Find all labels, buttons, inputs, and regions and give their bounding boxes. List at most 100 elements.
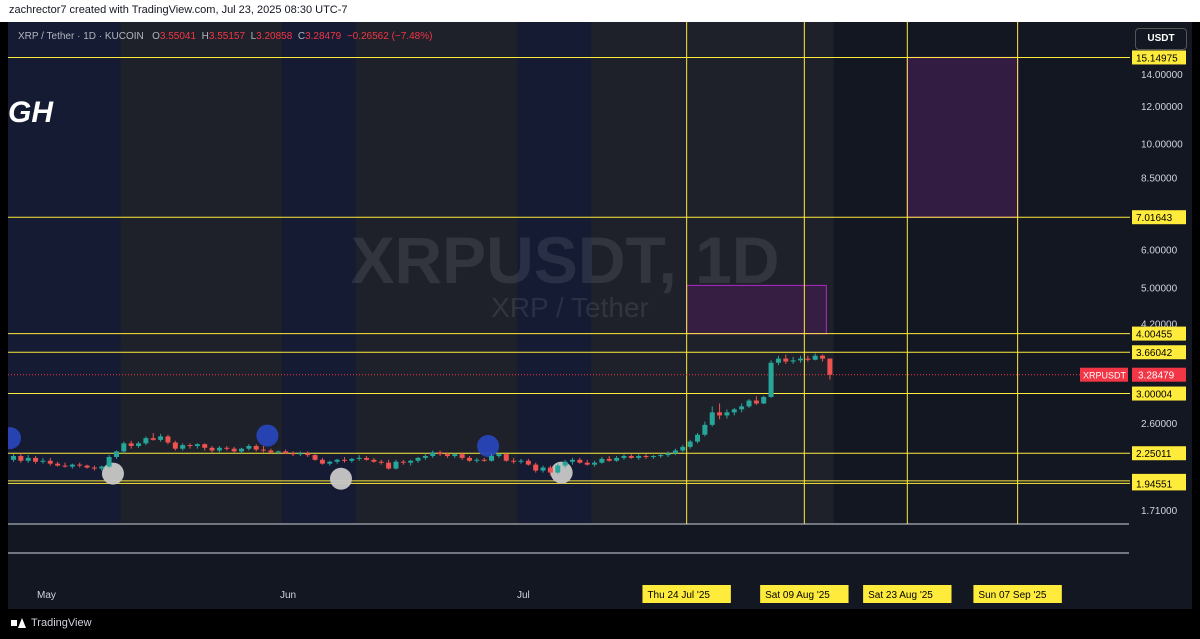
candle-body: [400, 461, 406, 463]
candle-body: [128, 443, 134, 446]
y-tick-label: 12.00000: [1141, 102, 1183, 113]
price-chart[interactable]: 16.0000014.0000012.0000010.000008.500006…: [8, 22, 1192, 609]
candle-body: [371, 459, 377, 462]
candle-body: [415, 457, 421, 461]
level-tag-label: 7.01643: [1136, 213, 1173, 224]
candle-body: [422, 456, 428, 458]
target-zone-box: [906, 56, 1019, 218]
candle-body: [150, 438, 156, 440]
candle-body: [533, 464, 539, 471]
candle-body: [628, 456, 634, 458]
candle-body: [47, 460, 53, 464]
level-tag-label: 2.25011: [1136, 449, 1172, 460]
candle-body: [364, 457, 370, 460]
candle-body: [555, 465, 561, 473]
level-tag: [1132, 446, 1186, 461]
candle-body: [636, 456, 642, 458]
candle-body: [724, 412, 730, 416]
date-marker-label: Sat 23 Aug '25: [868, 590, 933, 601]
y-tick-label: 8.50000: [1141, 173, 1178, 184]
candle-body: [643, 456, 649, 458]
legend-close-label: C: [297, 31, 306, 42]
candle-body: [106, 456, 112, 467]
candle-body: [290, 453, 296, 455]
candle-body: [717, 412, 723, 416]
candle-body: [584, 462, 590, 465]
candle-body: [680, 446, 686, 451]
footer-bar: [0, 609, 1200, 639]
candle-body: [731, 409, 737, 413]
candle-body: [393, 461, 399, 469]
brand-label: TradingView: [31, 617, 92, 629]
level-tag: [1132, 326, 1186, 341]
legend-high-label: H: [201, 31, 209, 42]
candle-body: [91, 467, 97, 469]
candle-body: [194, 444, 200, 446]
y-tick-label: 5.00000: [1141, 284, 1178, 295]
symbol-watermark-sub: XRP / Tether: [491, 292, 649, 323]
symbol-price-tag-label: XRPUSDT: [1083, 371, 1127, 381]
session-band: [282, 22, 356, 523]
candle-body: [209, 447, 215, 451]
date-marker-tag: [760, 585, 849, 603]
candle-body: [312, 455, 318, 460]
candle-body: [790, 360, 796, 362]
candle-body: [753, 400, 759, 404]
candle-body: [709, 412, 715, 425]
legend-high-value: 3.55157: [208, 31, 246, 42]
y-tick-label: 6.00000: [1141, 246, 1178, 257]
candle-body: [496, 454, 502, 457]
candle-body: [246, 445, 252, 449]
candle-body: [672, 450, 678, 454]
candle-body: [349, 458, 355, 461]
candle-body: [503, 454, 509, 461]
legend-change: −0.26562 (−7.48%): [346, 31, 433, 42]
level-tag-label: 1.94551: [1136, 479, 1173, 490]
candle-body: [665, 453, 671, 456]
overlay-text: GH: [8, 96, 53, 129]
candle-body: [334, 459, 340, 462]
candle-body: [99, 466, 105, 469]
candle-body: [820, 355, 826, 359]
y-tick-label: 14.00000: [1141, 70, 1183, 81]
candle-body: [599, 458, 605, 463]
candle-body: [143, 438, 149, 444]
level-tag: [1132, 345, 1186, 360]
candle-body: [253, 445, 259, 450]
level-tag-label: 3.00004: [1136, 390, 1173, 401]
session-band: [517, 22, 592, 523]
candle-body: [739, 406, 745, 410]
candle-body: [430, 452, 436, 457]
candle-body: [55, 463, 61, 466]
legend-symbol[interactable]: XRP / Tether · 1D · KUCOIN: [18, 31, 144, 42]
candle-body: [180, 445, 186, 449]
candle-body: [165, 436, 171, 443]
symbol-watermark: XRPUSDT, 1D: [350, 223, 780, 297]
legend-close-value: 3.28479: [305, 31, 342, 42]
candle-body: [592, 462, 598, 465]
x-tick-label: Jun: [280, 590, 296, 601]
level-tag-label: 3.66042: [1136, 348, 1173, 359]
candle-body: [408, 460, 414, 463]
date-marker-label: Sat 09 Aug '25: [765, 590, 830, 601]
y-tick-label: 1.71000: [1141, 506, 1178, 517]
candle-body: [113, 451, 119, 457]
event-circle: [477, 434, 500, 457]
candle-body: [768, 362, 774, 398]
candle-body: [621, 456, 627, 458]
candle-body: [547, 467, 553, 473]
date-marker-tag: [863, 585, 952, 603]
legend-open-value: 3.55041: [159, 31, 197, 42]
chart-area[interactable]: 16.0000014.0000012.0000010.000008.500006…: [8, 22, 1192, 609]
currency-button[interactable]: USDT: [1135, 28, 1187, 50]
candle-body: [136, 443, 142, 446]
candle-body: [577, 459, 583, 463]
legend-low-value: 3.20858: [256, 31, 293, 42]
candle-body: [69, 464, 75, 467]
event-circle: [329, 467, 352, 490]
legend-open-label: O: [152, 31, 160, 42]
tradingview-brand[interactable]: TradingView: [11, 617, 92, 629]
candle-body: [525, 460, 531, 465]
candle-body: [33, 457, 39, 462]
candle-body: [687, 441, 693, 447]
